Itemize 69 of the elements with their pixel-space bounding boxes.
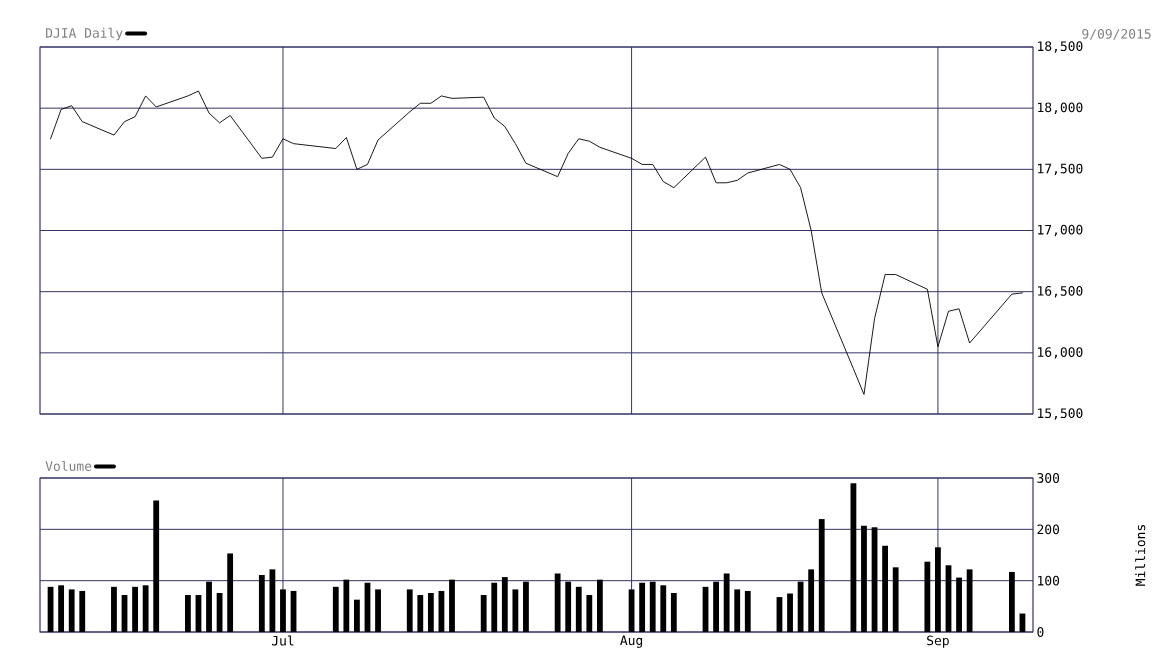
y-axis-title: Millions xyxy=(1135,525,1146,586)
y-tick-label: 300 xyxy=(1037,473,1060,483)
bar xyxy=(797,581,804,632)
bar xyxy=(882,545,889,632)
y-tick-label: 16,000 xyxy=(1038,347,1083,359)
bar xyxy=(586,595,593,632)
bar xyxy=(713,581,719,632)
x-tick-label: Jul xyxy=(271,635,294,646)
x-tick-label: Aug xyxy=(620,635,643,648)
bar xyxy=(554,573,561,632)
x-tick-label: Sep xyxy=(927,635,949,648)
y-tick-label: 18,000 xyxy=(1038,102,1083,114)
bar xyxy=(924,561,931,632)
bar xyxy=(480,595,487,632)
y-tick-label: 17,000 xyxy=(1038,224,1083,237)
bar xyxy=(449,579,455,632)
bar xyxy=(787,593,793,632)
bar xyxy=(142,585,149,632)
bar xyxy=(258,575,265,632)
bar xyxy=(58,585,65,632)
bar xyxy=(427,592,434,632)
bar xyxy=(649,581,656,632)
y-tick-label: 0 xyxy=(1037,627,1044,637)
legend-label: Volume xyxy=(45,460,92,471)
bar xyxy=(734,589,741,632)
bar xyxy=(808,569,815,632)
bar xyxy=(892,567,899,632)
y-tick-label: 100 xyxy=(1038,575,1060,586)
bar xyxy=(1008,571,1015,632)
bar xyxy=(280,589,286,632)
bar xyxy=(966,569,973,632)
y-tick-label: 16,500 xyxy=(1038,285,1083,298)
y-tick-label: 18,500 xyxy=(1038,41,1083,53)
y-tick-label: 15,500 xyxy=(1038,408,1083,420)
bar xyxy=(501,577,508,632)
y-tick-label: 17,500 xyxy=(1038,163,1083,176)
bar xyxy=(111,586,117,632)
bar xyxy=(818,519,825,632)
bar xyxy=(79,590,86,632)
y-tick-label: 200 xyxy=(1037,524,1060,535)
bar xyxy=(68,589,75,632)
bar xyxy=(491,582,498,632)
text: 9/09/2015 xyxy=(1082,29,1151,40)
bar xyxy=(723,573,730,632)
bar xyxy=(670,592,677,632)
bar xyxy=(744,590,751,632)
bar xyxy=(861,525,867,632)
bar xyxy=(596,579,603,632)
line-series xyxy=(50,90,1023,395)
bar xyxy=(660,585,667,632)
bar xyxy=(523,581,529,632)
bar xyxy=(375,589,381,632)
bar xyxy=(332,586,339,632)
legend-label: DJIA Daily xyxy=(46,27,123,41)
bar xyxy=(956,577,962,632)
bar xyxy=(227,553,234,632)
bar xyxy=(935,547,941,632)
bar xyxy=(206,581,212,632)
bar xyxy=(184,595,191,632)
bar xyxy=(565,581,572,632)
bar xyxy=(354,599,360,632)
bar xyxy=(406,589,413,632)
bar xyxy=(639,582,646,632)
bar xyxy=(343,579,350,632)
bar xyxy=(132,586,138,632)
bar xyxy=(575,586,582,632)
bar xyxy=(417,595,424,632)
bar xyxy=(512,589,519,632)
bar xyxy=(153,500,160,632)
